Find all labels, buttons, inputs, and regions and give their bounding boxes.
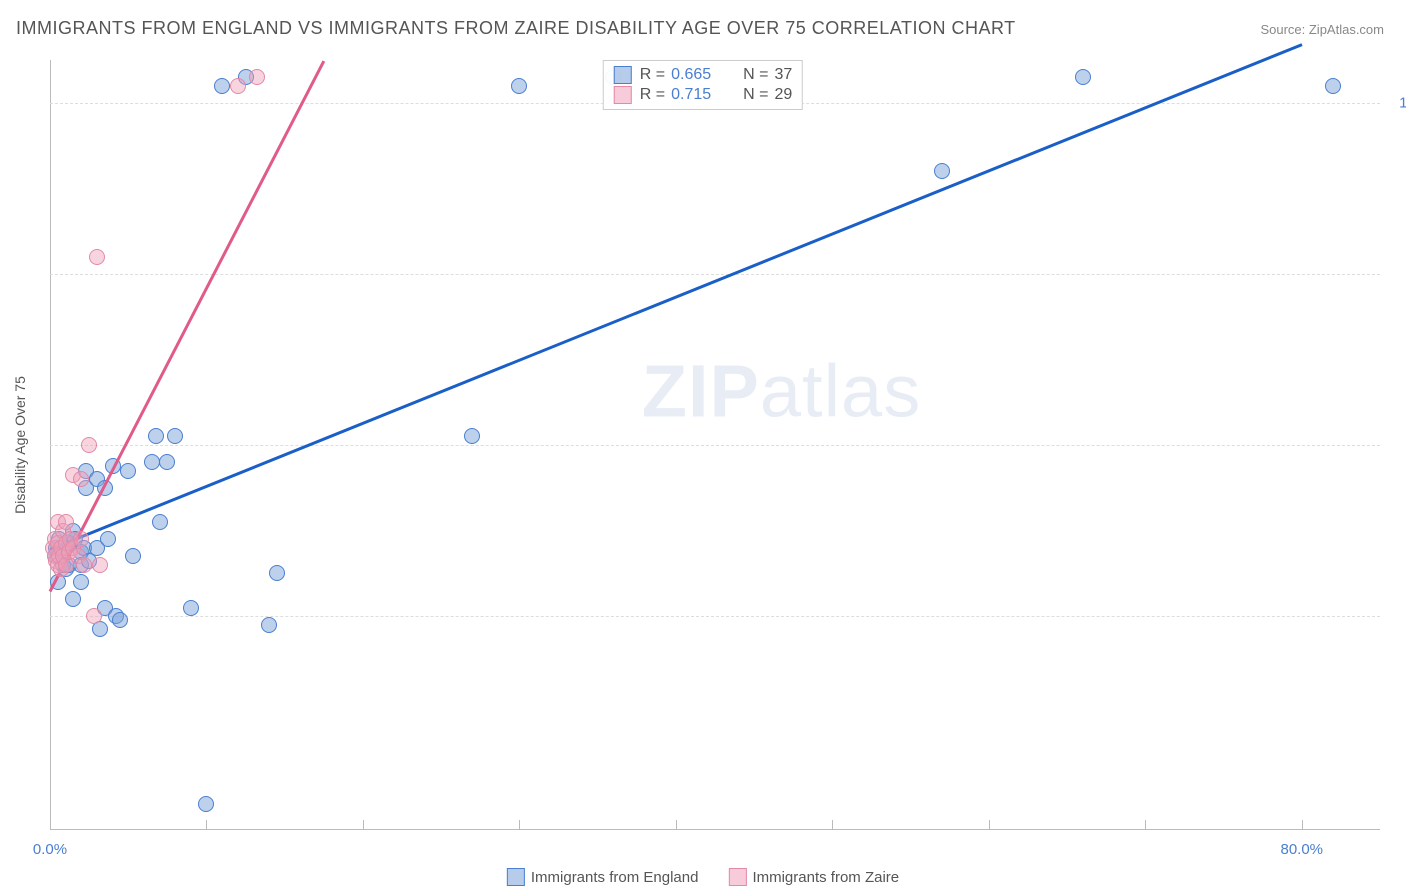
- x-tick: [1145, 820, 1146, 830]
- legend-corr-row: R = 0.715 N = 29: [614, 85, 792, 105]
- legend-corr-row: R = 0.665 N = 37: [614, 65, 792, 85]
- data-point: [269, 565, 285, 581]
- data-point: [152, 514, 168, 530]
- x-tick: [206, 820, 207, 830]
- data-point: [249, 69, 265, 85]
- source-link[interactable]: ZipAtlas.com: [1309, 22, 1384, 37]
- data-point: [934, 163, 950, 179]
- data-point: [120, 463, 136, 479]
- x-tick: [50, 820, 51, 830]
- x-tick: [519, 820, 520, 830]
- chart-area: Disability Age Over 75 40.0%60.0%80.0%10…: [50, 60, 1380, 830]
- x-tick: [1302, 820, 1303, 830]
- r-value: 0.715: [671, 86, 723, 104]
- data-point: [148, 428, 164, 444]
- legend-item: Immigrants from Zaire: [728, 868, 899, 886]
- y-axis-label: Disability Age Over 75: [12, 376, 28, 514]
- data-point: [92, 557, 108, 573]
- legend-series: Immigrants from England Immigrants from Z…: [507, 868, 899, 886]
- legend-item: Immigrants from England: [507, 868, 699, 886]
- data-point: [65, 591, 81, 607]
- data-point: [89, 249, 105, 265]
- data-point: [73, 471, 89, 487]
- data-point: [76, 557, 92, 573]
- data-point: [159, 454, 175, 470]
- r-value: 0.665: [671, 66, 723, 84]
- legend-label: Immigrants from Zaire: [752, 869, 899, 886]
- y-tick-label: 100.0%: [1399, 94, 1406, 111]
- trend-line-pink: [49, 61, 325, 593]
- data-point: [125, 548, 141, 564]
- data-point: [167, 428, 183, 444]
- data-point: [1075, 69, 1091, 85]
- data-point: [73, 531, 89, 547]
- data-point: [214, 78, 230, 94]
- gridline: [50, 445, 1380, 446]
- legend-label: Immigrants from England: [531, 869, 699, 886]
- plot-region: 40.0%60.0%80.0%100.0%0.0%80.0%: [50, 60, 1380, 830]
- data-point: [58, 514, 74, 530]
- gridline: [50, 616, 1380, 617]
- trend-line-blue: [49, 43, 1302, 551]
- data-point: [198, 796, 214, 812]
- chart-title: IMMIGRANTS FROM ENGLAND VS IMMIGRANTS FR…: [16, 18, 1016, 39]
- data-point: [464, 428, 480, 444]
- x-tick: [676, 820, 677, 830]
- n-label: N =: [743, 66, 768, 84]
- data-point: [1325, 78, 1341, 94]
- legend-swatch: [614, 86, 632, 104]
- x-tick-label: 0.0%: [33, 841, 67, 858]
- data-point: [86, 608, 102, 624]
- data-point: [261, 617, 277, 633]
- legend-swatch: [507, 868, 525, 886]
- r-label: R =: [640, 86, 665, 104]
- legend-correlation: R = 0.665 N = 37 R = 0.715 N = 29: [603, 60, 803, 110]
- n-label: N =: [743, 86, 768, 104]
- source-attribution: Source: ZipAtlas.com: [1260, 22, 1384, 37]
- gridline: [50, 274, 1380, 275]
- legend-swatch: [614, 66, 632, 84]
- source-label: Source:: [1260, 22, 1308, 37]
- data-point: [183, 600, 199, 616]
- n-value: 37: [774, 66, 792, 84]
- r-label: R =: [640, 66, 665, 84]
- data-point: [100, 531, 116, 547]
- n-value: 29: [774, 86, 792, 104]
- data-point: [511, 78, 527, 94]
- data-point: [230, 78, 246, 94]
- legend-swatch: [728, 868, 746, 886]
- x-tick-label: 80.0%: [1280, 841, 1323, 858]
- x-tick: [363, 820, 364, 830]
- x-tick: [832, 820, 833, 830]
- data-point: [144, 454, 160, 470]
- data-point: [73, 574, 89, 590]
- x-tick: [989, 820, 990, 830]
- data-point: [81, 437, 97, 453]
- data-point: [112, 612, 128, 628]
